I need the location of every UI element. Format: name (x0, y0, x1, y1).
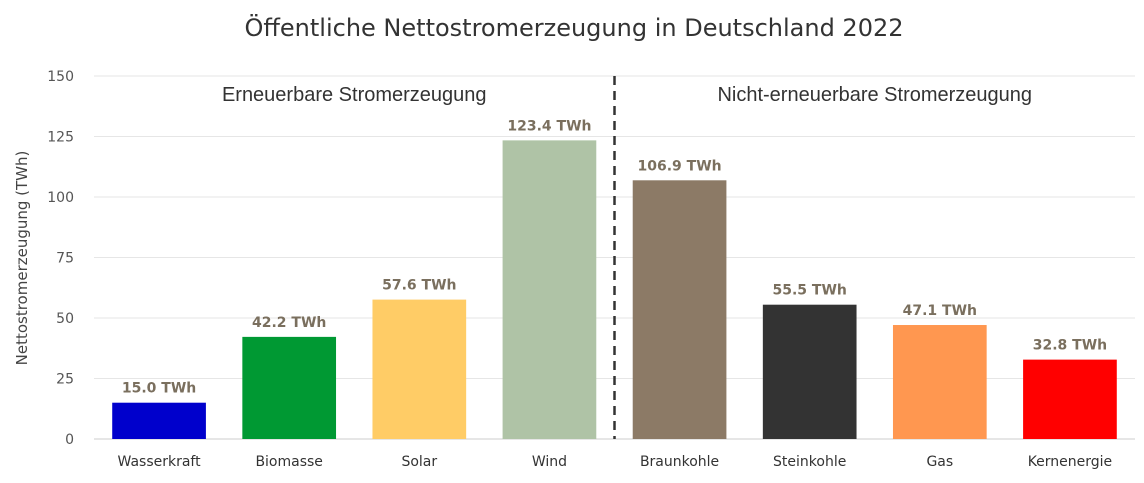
bar (1023, 359, 1117, 439)
category-label: Kernenergie (1028, 454, 1112, 470)
data-labels: 15.0 TWh 42.2 TWh 57.6 TWh 123.4 TWh 106.9 T… (122, 118, 1107, 396)
bars (112, 140, 1117, 439)
bar (762, 304, 857, 439)
group-label: Nicht-erneuerbare Stromerzeugung (717, 84, 1032, 106)
category-label: Wasserkraft (118, 454, 202, 470)
category-labels: Wasserkraft Biomasse Solar Wind Braunkohle St… (118, 454, 1113, 470)
y-axis-label: Nettostromerzeugung (TWh) (13, 151, 31, 366)
y-tick-label: 25 (56, 372, 74, 388)
category-label: Braunkohle (640, 454, 719, 470)
bar (242, 336, 337, 439)
group-label: Erneuerbare Stromerzeugung (222, 84, 487, 106)
data-label: 47.1 TWh (903, 303, 977, 319)
category-label: Gas (926, 454, 953, 470)
data-label: 57.6 TWh (382, 278, 456, 294)
y-tick-label: 50 (56, 311, 74, 327)
data-label: 42.2 TWh (252, 315, 326, 331)
data-label: 55.5 TWh (773, 283, 847, 299)
category-label: Steinkohle (773, 454, 846, 470)
category-label: Biomasse (255, 454, 322, 470)
category-label: Solar (401, 454, 437, 470)
chart-title: Öffentliche Nettostromerzeugung in Deuts… (244, 13, 903, 42)
y-tick-label: 75 (56, 251, 74, 267)
bar (502, 140, 597, 439)
y-tick-label: 150 (47, 69, 74, 85)
y-axis-ticks: 0 25 50 75 100 125 150 (47, 69, 74, 448)
data-label: 106.9 TWh (638, 158, 722, 174)
bar (112, 402, 206, 439)
y-tick-label: 0 (65, 432, 74, 448)
data-label: 15.0 TWh (122, 381, 196, 397)
data-label: 123.4 TWh (507, 118, 591, 134)
data-label: 32.8 TWh (1033, 338, 1107, 354)
bar (632, 180, 727, 439)
bar (892, 325, 987, 439)
bar (372, 299, 467, 439)
y-tick-label: 125 (47, 130, 74, 146)
category-label: Wind (532, 454, 567, 470)
group-labels: Erneuerbare Stromerzeugung Nicht-erneuerb… (222, 84, 1032, 106)
y-tick-label: 100 (47, 190, 74, 206)
